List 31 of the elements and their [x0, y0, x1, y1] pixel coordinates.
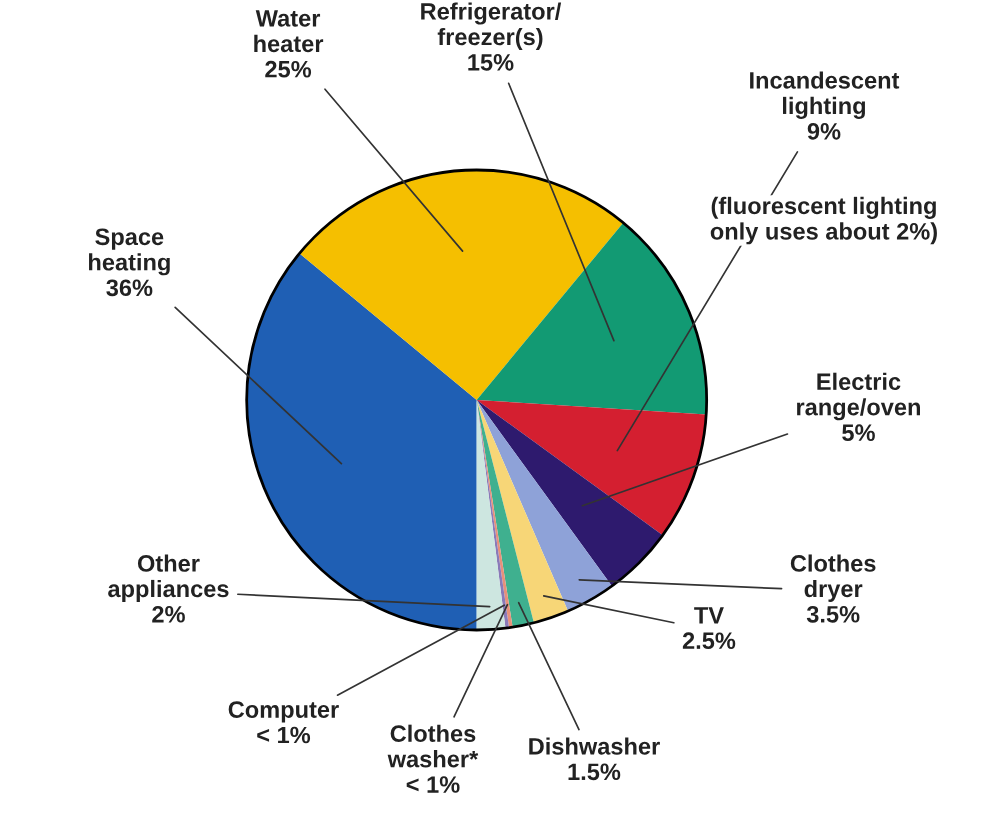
pie-slice: [476, 400, 707, 536]
slice-label: Computer: [228, 701, 339, 723]
slice-label: TV: [694, 607, 724, 624]
data-label: 36%: [106, 279, 153, 297]
pie-slice: [476, 400, 569, 623]
slice-label: Other appliances: [108, 554, 229, 602]
data-label: 1.5%: [568, 763, 621, 781]
data-label: 5%: [842, 424, 875, 442]
data-label: < 1%: [406, 776, 460, 793]
data-label: 9%: [807, 123, 841, 140]
slice-label: Refrigerator/ freezer(s): [421, 2, 562, 50]
pie-slice: [476, 400, 534, 628]
slice-label: Electric range/oven: [797, 372, 920, 421]
pie-slice: [246, 253, 477, 630]
data-label: 25%: [265, 60, 312, 78]
data-label: 2.5%: [682, 632, 736, 650]
pie-slice: [299, 170, 624, 400]
data-label: < 1%: [257, 726, 311, 744]
slice-label: Clothes dryer: [790, 554, 876, 602]
data-label: 2%: [152, 605, 185, 623]
data-label: 3.5%: [806, 605, 860, 623]
data-label: 15%: [468, 54, 514, 71]
pie-slice: [476, 222, 707, 415]
slice-label: Dishwasher: [529, 737, 660, 755]
text: (fluorescent lighting only uses about 2%): [710, 196, 937, 245]
slice-label: Clothes washer*: [387, 724, 479, 768]
slice-label: Space heating: [89, 228, 170, 276]
slice-label: Water heater: [254, 10, 324, 53]
pie-slice: [476, 400, 612, 612]
slice-label: Incandescent lighting: [750, 71, 900, 119]
pie-slice: [476, 400, 663, 587]
